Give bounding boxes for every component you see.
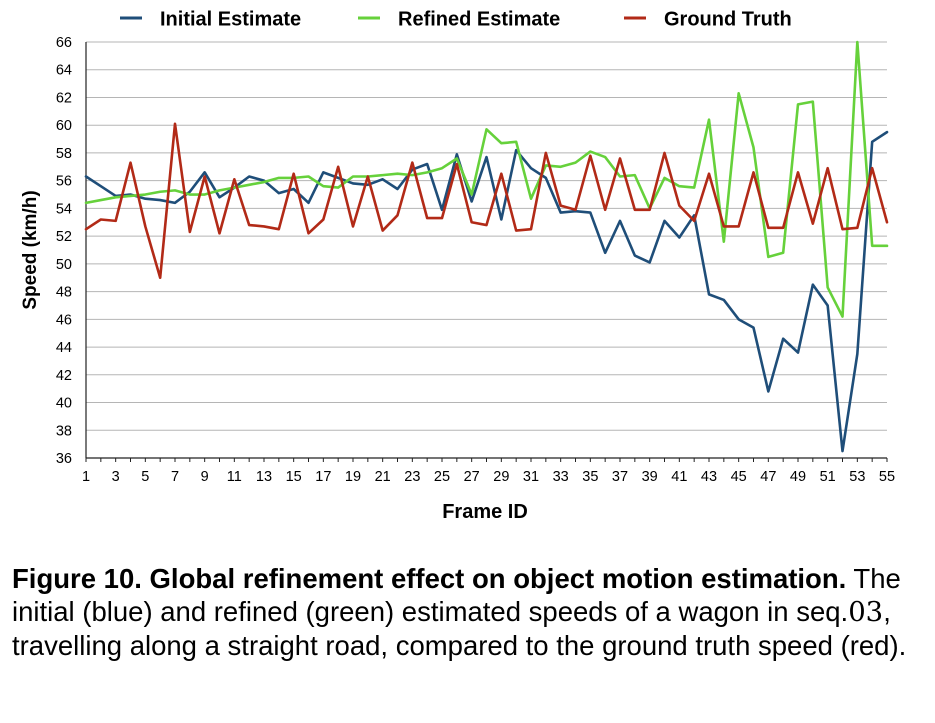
- x-tick-label: 13: [256, 469, 272, 485]
- x-tick-label: 5: [141, 469, 149, 485]
- series-line-initial-estimate: [84, 130, 889, 453]
- x-tick-label: 53: [849, 469, 865, 485]
- x-tick-label: 43: [701, 469, 717, 485]
- x-tick-label: 7: [171, 469, 179, 485]
- legend: Initial Estimate Refined Estimate Ground T…: [120, 9, 792, 31]
- x-tick-label: 55: [879, 469, 895, 485]
- x-tick-label: 47: [760, 469, 776, 485]
- y-tick-label: 38: [56, 423, 72, 439]
- y-tick-label: 60: [56, 118, 72, 134]
- x-tick-label: 31: [523, 469, 539, 485]
- y-tick-label: 42: [56, 368, 72, 384]
- x-tick-label: 33: [553, 469, 569, 485]
- x-tick-labels: 1 3 5 7 9 11 13 15 17 19 21 23 25 27 29 31 33 35 37 39 41 43 4…: [82, 469, 895, 485]
- y-tick-label: 58: [56, 146, 72, 162]
- caption-seq-number: 03: [848, 596, 884, 628]
- y-tick-label: 66: [56, 35, 72, 51]
- y-tick-label: 50: [56, 257, 72, 273]
- figure-label: Figure 10. Global refinement effect on o…: [12, 563, 847, 594]
- y-tick-label: 54: [56, 201, 72, 217]
- figure-caption: Figure 10. Global refinement effect on o…: [12, 562, 927, 662]
- series-line-refined-estimate: [84, 40, 889, 318]
- x-tick-label: 9: [201, 469, 209, 485]
- x-tick-label: 49: [790, 469, 806, 485]
- x-tick-label: 15: [286, 469, 302, 485]
- x-tick-label: 25: [434, 469, 450, 485]
- x-tick-label: 45: [731, 469, 747, 485]
- caption-text: The initial (blue) and refined (green) e…: [12, 563, 901, 627]
- y-tick-label: 62: [56, 90, 72, 106]
- x-axis-label: Frame ID: [442, 501, 528, 523]
- y-tick-label: 36: [56, 451, 72, 467]
- axes: [85, 42, 888, 462]
- caption-text-continued: , travelling along a straight road, comp…: [12, 596, 907, 661]
- legend-label: Refined Estimate: [398, 9, 560, 31]
- x-tick-label: 21: [375, 469, 391, 485]
- series-line-ground-truth: [84, 122, 889, 280]
- y-tick-labels: 36 38 40 42 44 46 48 50 52 54 56 58 60 62 64 66: [56, 35, 72, 467]
- legend-label: Initial Estimate: [160, 9, 301, 31]
- y-tick-label: 48: [56, 285, 72, 301]
- y-tick-label: 52: [56, 229, 72, 245]
- x-tick-label: 39: [642, 469, 658, 485]
- grid-lines: [86, 41, 887, 459]
- legend-label: Ground Truth: [664, 9, 792, 31]
- y-tick-label: 40: [56, 396, 72, 412]
- data-series: [84, 40, 889, 453]
- y-tick-label: 44: [56, 340, 72, 356]
- x-tick-label: 19: [345, 469, 361, 485]
- x-tick-label: 41: [671, 469, 687, 485]
- y-tick-label: 46: [56, 312, 72, 328]
- x-tick-label: 1: [82, 469, 90, 485]
- y-tick-label: 56: [56, 174, 72, 190]
- x-tick-label: 27: [464, 469, 480, 485]
- x-tick-label: 23: [404, 469, 420, 485]
- x-tick-label: 29: [493, 469, 509, 485]
- x-tick-label: 3: [112, 469, 120, 485]
- x-tick-label: 51: [820, 469, 836, 485]
- x-tick-label: 17: [315, 469, 331, 485]
- x-tick-label: 35: [582, 469, 598, 485]
- x-tick-label: 11: [227, 469, 242, 485]
- y-tick-label: 64: [56, 63, 72, 79]
- y-axis-label: Speed (km/h): [20, 190, 41, 309]
- x-tick-label: 37: [612, 469, 628, 485]
